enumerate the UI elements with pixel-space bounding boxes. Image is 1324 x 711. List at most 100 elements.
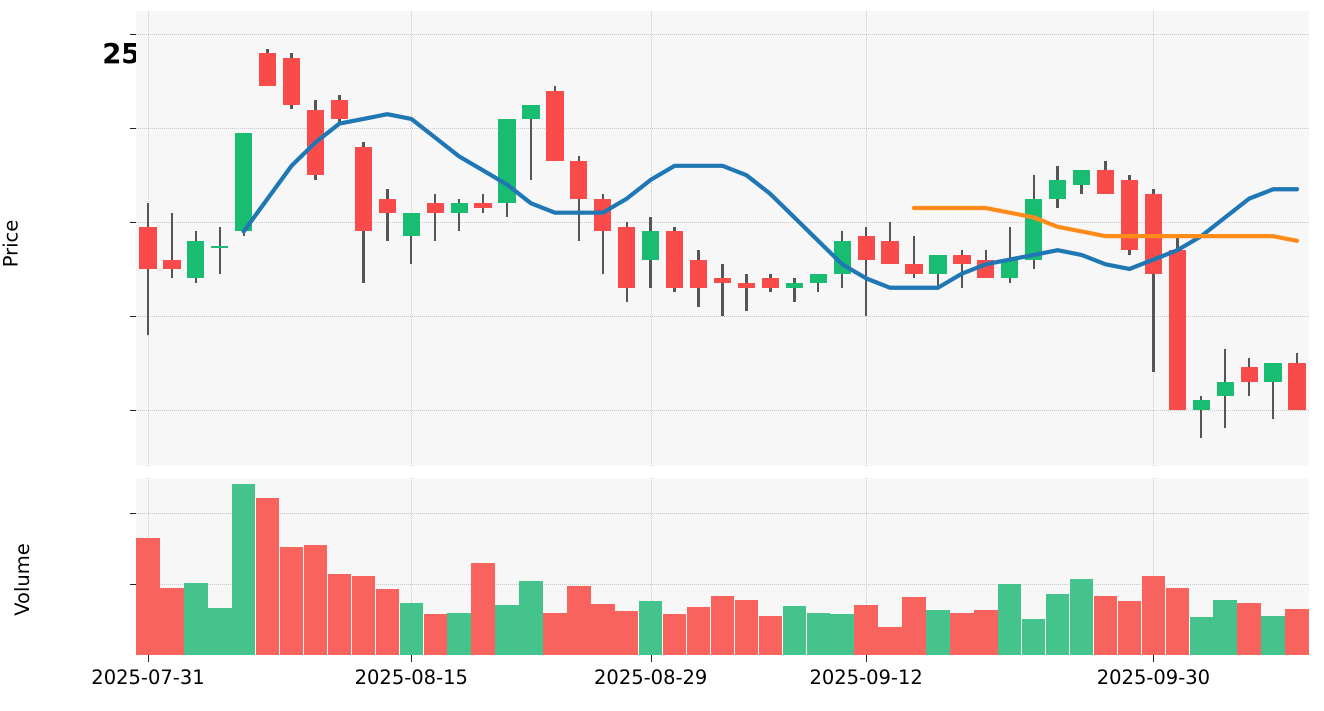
candle-body-up [785,283,803,288]
x-axis-tick-label: 2025-07-31 [91,666,205,689]
volume-axis-label: Volume [10,543,34,616]
candle-body-down [282,57,301,105]
volume-bar-down [303,544,328,655]
y-axis-tick-mark [130,128,136,130]
candle-body-up [929,254,947,274]
candle-body-down [594,198,612,232]
candle-body-down [306,109,325,176]
candle-body-up [1072,170,1091,185]
candle-body-down [546,90,564,162]
candle-body-up [809,273,827,284]
volume-bar-down [543,612,567,655]
y-axis-tick-mark [130,409,136,411]
candle-body-up [1216,381,1234,396]
volume-bar-up [1213,599,1237,655]
x-axis-tick-mark [411,655,413,662]
volume-bar-down [662,613,687,655]
candle-wick [529,114,533,180]
volume-bar-up [638,601,663,655]
volume-bar-down [136,538,160,655]
volume-bar-down [160,588,184,655]
volume-bar-down [950,613,974,655]
volume-bar-down [710,595,735,655]
volume-bar-up [782,606,807,655]
volume-bar-down [1165,587,1190,655]
volume-bar-down [327,574,352,655]
candle-wick [434,193,437,241]
volume-bar-up [184,583,208,655]
volume-bar-down [758,616,783,655]
candle-body-up [1001,259,1019,279]
candle-body-down [1168,250,1186,410]
volume-bar-down [375,589,400,655]
volume-bar-up [926,609,950,655]
candle-body-down [905,264,923,274]
volume-bar-down [974,610,998,655]
candle-body-down [139,226,157,269]
candle-wick [386,189,389,241]
candle-body-up [187,240,205,279]
candle-wick [745,273,748,312]
candle-body-down [737,283,756,288]
x-axis-tick-mark [650,655,652,662]
volume-bar-down [591,604,615,655]
candle-body-up [1192,400,1210,410]
volume-bar-down [734,599,759,655]
candle-body-down [857,236,875,260]
volume-bar-up [1045,594,1070,655]
candle-body-down [713,278,732,284]
x-axis-tick-label: 2025-08-15 [354,666,468,689]
candle-body-down [426,203,444,213]
price-axis-label: Price [0,219,23,268]
y-axis-tick-mark [130,222,136,224]
candle-body-down [666,231,684,288]
candle-body-down [1144,193,1162,274]
x-axis-tick-label: 2025-09-30 [1096,666,1211,689]
candle-body-down [689,259,708,288]
candle-body-up [1264,362,1282,382]
candle-body-down [881,240,899,265]
volume-bar-down [615,611,639,655]
volume-bar-up [1261,616,1285,655]
volume-bar-up [830,613,854,655]
candle-body-up [235,132,253,232]
volume-bar-down [1093,595,1118,655]
volume-bar-up [399,602,424,655]
y-axis-tick-mark [130,513,136,515]
candle-body-up [211,245,229,248]
x-axis-tick-mark [1153,655,1155,662]
candle-body-down [953,254,971,265]
candle-body-down [570,161,588,199]
volume-bar-down [902,596,926,655]
candle-body-down [259,53,277,87]
candle-body-up [833,240,851,274]
candle-body-down [1288,362,1306,410]
candle-body-up [1049,179,1067,199]
volume-bar-down [1237,603,1261,655]
candle-body-down [474,203,492,208]
candle-body-up [402,212,420,237]
volume-bar-down [567,585,591,655]
y-axis-tick-mark [130,34,136,36]
x-axis-tick-mark [866,655,868,662]
volume-bar-down [351,576,376,655]
candle-body-down [163,259,181,269]
candle-wick [793,278,796,302]
candle-body-down [977,259,995,279]
candle-body-down [618,226,636,288]
candle-wick [170,212,174,279]
x-axis-tick-label: 2025-08-29 [594,666,708,689]
candle-body-up [498,118,516,204]
candle-body-down [354,147,373,232]
volume-bar-up [208,608,232,655]
volume-bar-down [854,605,878,655]
volume-bar-down [686,606,711,655]
candle-wick [218,226,221,274]
candle-body-up [1025,198,1043,260]
volume-bar-down [1141,575,1166,655]
volume-bar-down [878,627,902,655]
candle-wick [1200,395,1203,438]
candle-wick [146,203,150,335]
volume-bar-up [1189,616,1213,655]
